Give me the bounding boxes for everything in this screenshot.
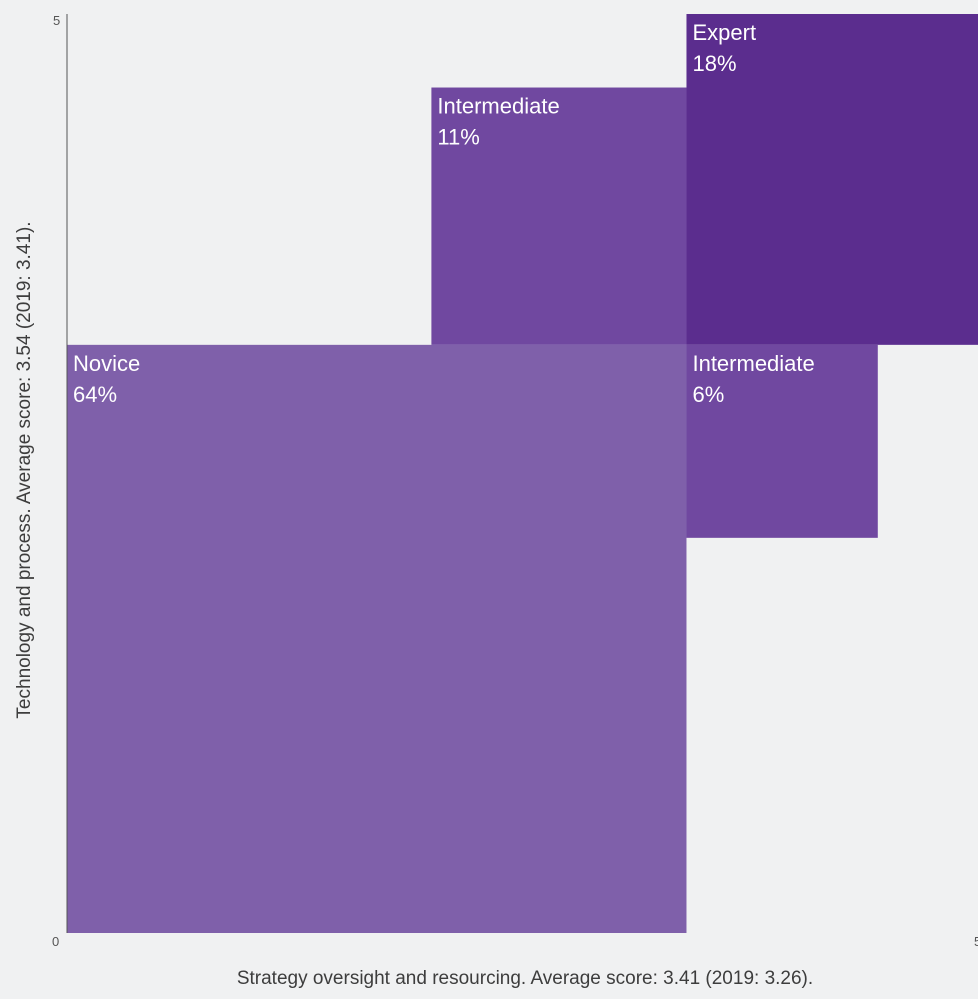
cell-label-2: Expert	[692, 20, 756, 45]
cell-label-0: Novice	[73, 351, 140, 376]
cell-label-3: Intermediate	[692, 351, 814, 376]
origin-tick: 0	[52, 934, 59, 949]
y-axis-title: Technology and process. Average score: 3…	[14, 221, 35, 718]
x-axis-title: Strategy oversight and resourcing. Avera…	[237, 968, 813, 989]
labels-layer: Novice 64% Intermediate 11% Expert 18% Interme…	[73, 20, 815, 407]
cell-percent-0: 64%	[73, 382, 117, 407]
cell-intermediate-1	[431, 87, 687, 345]
cell-percent-2: 18%	[692, 51, 736, 76]
x-tick-max: 5	[974, 934, 978, 949]
cell-percent-1: 11%	[437, 125, 479, 150]
cell-novice-0	[67, 344, 687, 934]
cell-expert-2	[686, 14, 978, 345]
cell-percent-3: 6%	[692, 382, 724, 407]
y-tick-max: 5	[53, 13, 60, 28]
cells-layer	[67, 14, 978, 934]
cell-label-1: Intermediate	[437, 94, 559, 119]
cell-intermediate-3	[686, 344, 878, 538]
